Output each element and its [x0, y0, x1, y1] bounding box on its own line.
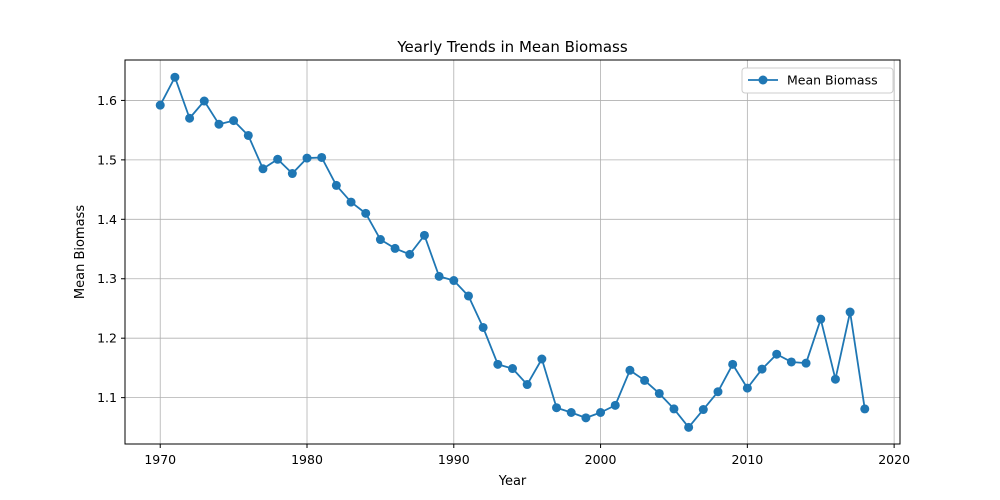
data-point: [728, 359, 738, 369]
plot-frame: [124, 59, 901, 445]
data-point: [405, 249, 415, 259]
x-tick-label: 2010: [731, 452, 763, 467]
data-point: [581, 413, 591, 423]
data-point: [287, 169, 297, 179]
x-axis-label: Year: [498, 474, 527, 489]
data-point: [845, 307, 855, 317]
data-point: [596, 408, 606, 417]
data-point: [185, 113, 195, 123]
data-point: [713, 387, 723, 397]
data-point: [214, 119, 224, 129]
legend: Mean Biomass: [741, 67, 894, 94]
legend-box: [741, 67, 894, 94]
data-point: [199, 96, 209, 106]
data-point: [566, 408, 576, 417]
data-point: [361, 208, 371, 218]
data-point: [508, 364, 517, 374]
x-tick-label: 2000: [585, 452, 617, 467]
data-point: [317, 152, 327, 162]
y-tick-label: 1.6: [97, 93, 117, 108]
data-point: [801, 358, 811, 368]
y-tick-label: 1.3: [97, 271, 117, 286]
series-layer: [155, 72, 870, 432]
data-point: [537, 354, 547, 364]
legend-label: Mean Biomass: [787, 73, 878, 88]
data-point: [419, 230, 429, 240]
x-tick-label: 2020: [878, 452, 910, 467]
y-axis-label: Mean Biomass: [73, 205, 88, 299]
data-point: [302, 153, 312, 163]
data-point: [258, 164, 268, 174]
data-point: [669, 404, 679, 414]
chart-title: Yearly Trends in Mean Biomass: [396, 38, 628, 56]
x-tick-label: 1980: [291, 452, 323, 467]
data-point: [331, 180, 341, 190]
data-point: [346, 197, 356, 207]
data-point: [243, 130, 253, 140]
data-point: [170, 72, 180, 82]
data-point: [816, 314, 826, 324]
y-tick-label: 1.2: [97, 331, 117, 346]
data-point: [860, 404, 870, 414]
data-point: [552, 403, 562, 413]
data-point: [273, 154, 283, 164]
data-point: [478, 322, 488, 332]
y-tick-label: 1.5: [97, 152, 117, 167]
data-point: [757, 364, 767, 374]
data-point: [786, 357, 796, 367]
data-point: [155, 100, 165, 110]
data-point: [610, 400, 620, 410]
data-point: [449, 276, 459, 286]
y-tick-label: 1.1: [97, 390, 117, 405]
x-tick-label: 1990: [438, 452, 470, 467]
data-point: [229, 116, 239, 126]
data-point: [698, 405, 708, 415]
data-point: [772, 349, 782, 359]
legend-marker-swatch: [758, 75, 768, 85]
data-point: [830, 374, 840, 384]
data-point: [654, 388, 664, 398]
data-point: [375, 235, 385, 245]
data-point: [742, 383, 752, 393]
data-point: [493, 359, 503, 369]
data-point: [640, 375, 650, 385]
y-tick-label: 1.4: [97, 212, 117, 227]
data-point: [390, 243, 400, 253]
grid: [125, 60, 900, 444]
x-axis: 1970 1980 1990 2000 2010 2020: [144, 444, 910, 467]
data-point: [625, 365, 635, 375]
data-point: [522, 380, 532, 390]
data-point: [434, 271, 444, 281]
data-point: [463, 291, 473, 301]
y-axis: 1.1 1.2 1.3 1.4 1.5 1.6: [97, 93, 125, 405]
x-tick-label: 1970: [144, 452, 176, 467]
data-point: [684, 422, 694, 432]
